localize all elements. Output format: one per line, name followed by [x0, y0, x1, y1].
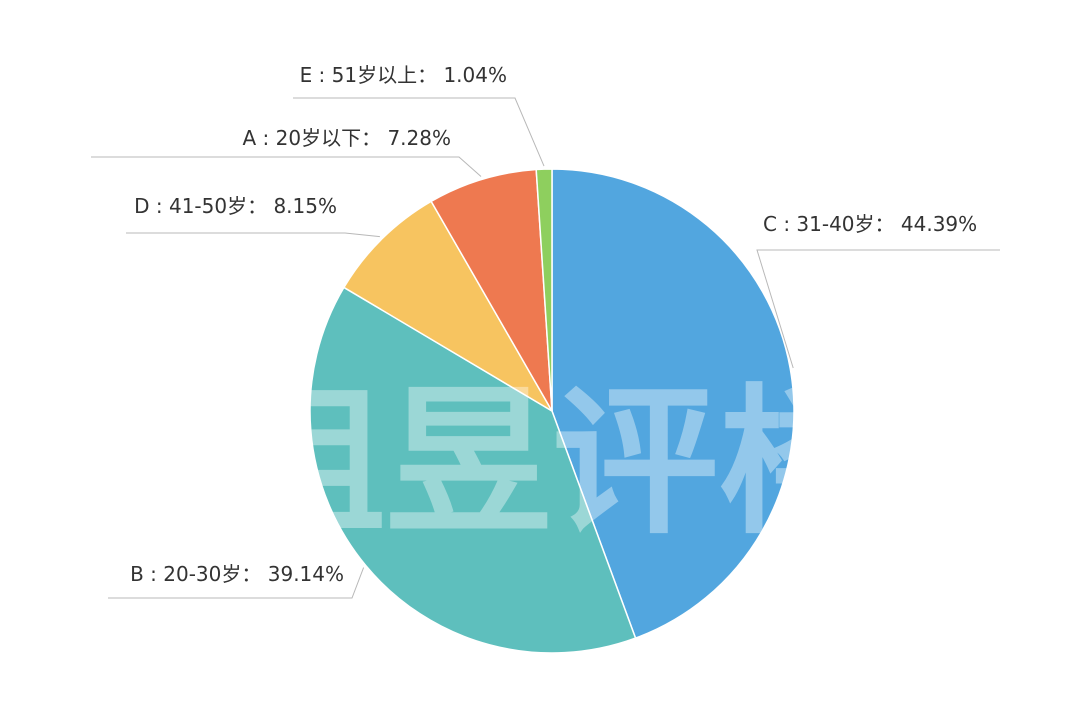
pie-slices	[309, 168, 795, 654]
slice-label-a: A : 20岁以下： 7.28%	[243, 126, 451, 150]
leader-line-b	[108, 567, 365, 599]
slice-label-d: D : 41-50岁： 8.15%	[134, 194, 337, 218]
pie-slice-d[interactable]	[343, 200, 553, 412]
watermark-text: 丁祖昱评楼市	[52, 368, 1052, 556]
slice-label-e: E : 51岁以上： 1.04%	[300, 63, 507, 87]
slice-labels: C : 31-40岁： 44.39% B : 20-30岁： 39.14% D : …	[130, 63, 977, 586]
slice-label-c: C : 31-40岁： 44.39%	[763, 212, 977, 236]
pie-slice-c[interactable]	[551, 168, 795, 639]
leader-lines	[91, 97, 1000, 599]
leader-line-d	[126, 232, 380, 238]
leader-line-e	[293, 97, 545, 167]
pie-slice-e[interactable]	[535, 168, 553, 412]
pie-slice-b[interactable]	[309, 286, 637, 654]
leader-line-a	[91, 156, 482, 177]
slice-label-b: B : 20-30岁： 39.14%	[130, 562, 344, 586]
pie-slice-a[interactable]	[430, 168, 553, 412]
leader-line-c	[756, 249, 1000, 369]
